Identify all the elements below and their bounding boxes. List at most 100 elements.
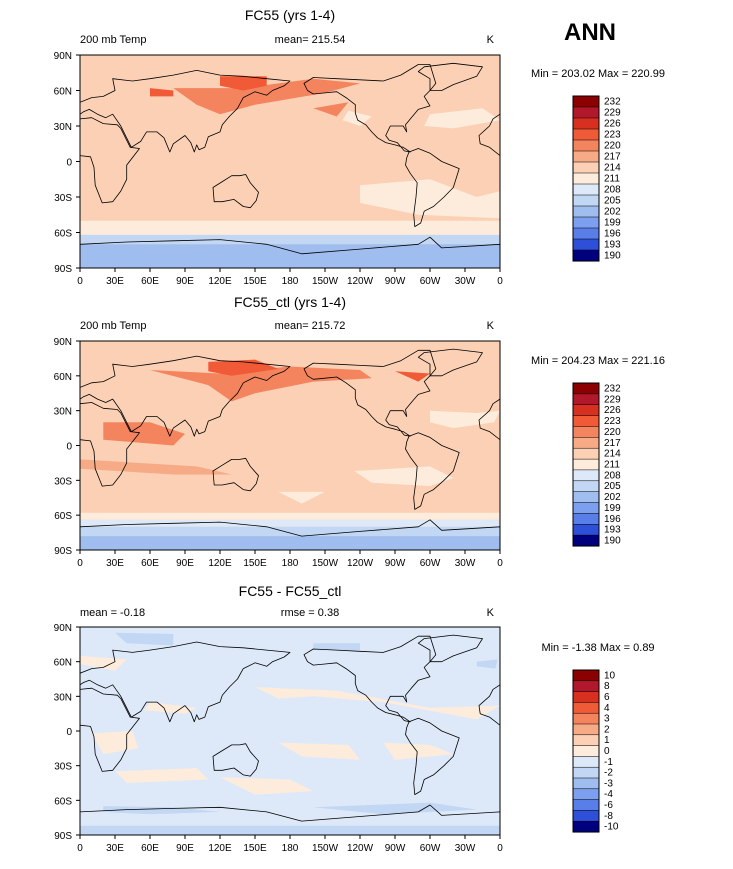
x-tick-label: 0 [77,276,83,287]
coastline-americas [478,113,500,157]
coastline-antarctica [80,804,500,835]
x-tick-label: 30E [106,276,124,287]
x-tick-label: 120E [208,843,232,854]
colorbar-swatch [572,756,600,768]
colorbar-frame [572,669,600,833]
coastline-americas [478,684,500,726]
y-tick-label: 60N [54,87,72,98]
colorbar-frame [572,95,600,262]
contour-region [80,220,500,235]
colorbar-label: 196 [604,229,621,240]
y-tick-label: 0 [66,442,72,453]
colorbar-swatch [572,788,600,801]
coastline-africa [80,687,140,772]
colorbar-swatch [572,249,600,262]
panel-center-label: rmse = 0.38 [281,607,339,619]
colorbar-label: -8 [604,811,613,822]
x-tick-label: 90E [176,276,194,287]
season-label: ANN [564,19,616,46]
contour-region [115,632,174,646]
x-tick-label: 60E [141,276,159,287]
colorbar-label: 0 [604,746,610,757]
coastline-europe-asia [80,70,291,153]
x-tick-label: 120W [347,843,374,854]
colorbar-swatch [572,216,600,229]
colorbar-label: -10 [604,822,619,833]
colorbar-label: 220 [604,427,621,438]
y-tick-label: 90N [54,623,72,634]
colorbar-swatch [572,437,600,449]
contour-region [278,491,325,504]
coastline-australia [212,174,259,209]
x-tick-label: 150E [243,558,267,569]
x-tick-label: 90E [176,558,194,569]
colorbar-swatch [572,172,600,185]
colorbar-label: 202 [604,492,621,503]
coastline-americas [478,398,500,441]
contour-region [80,175,255,200]
colorbar-swatch [572,669,600,682]
contour-region [80,459,232,475]
panel-minmax: Min = 203.02 Max = 220.99 [531,68,665,80]
y-tick-label: 60S [54,511,72,522]
y-tick-label: 60N [54,372,72,383]
colorbar-label: 208 [604,185,621,196]
colorbar-swatch [572,194,600,207]
colorbar-label: 220 [604,141,621,152]
panel-minmax: Min = 204.23 Max = 221.16 [531,355,665,367]
panel-left-label: mean = -0.18 [80,607,145,619]
coastline-south-america [405,148,460,228]
colorbar-label: 196 [604,514,621,525]
contour-region [173,78,360,115]
colorbar-swatch [572,491,600,504]
x-tick-label: 120W [347,276,374,287]
colorbar-label: 223 [604,130,621,141]
colorbar-swatch [572,723,600,736]
colorbar-label: -1 [604,757,613,768]
x-tick-label: 150W [312,558,339,569]
contour-region [80,536,500,550]
colorbar-swatch [572,458,600,471]
y-tick-label: 90S [54,831,72,842]
contour-region [150,366,372,402]
colorbar-swatch [572,734,600,747]
panel-units: K [487,34,495,46]
y-tick-label: 30N [54,692,72,703]
coastline-africa [80,402,140,487]
x-tick-label: 30W [455,558,476,569]
colorbar-label: 232 [604,383,621,394]
y-tick-label: 60S [54,229,72,240]
colorbar-label: 190 [604,251,621,262]
panel-title: FC55 (yrs 1-4) [245,7,335,23]
contour-region [80,234,500,245]
contour-region [103,147,349,174]
contour-region [424,108,500,129]
coastline-north-america [303,64,437,153]
colorbar-label: 1 [604,735,610,746]
colorbar-label: 190 [604,536,621,547]
colorbar-swatch [572,745,600,757]
colorbar-label: 232 [604,97,621,108]
contour-region [80,655,127,671]
x-tick-label: 90E [176,843,194,854]
coastline-greenland [417,348,483,377]
contour-region [313,802,477,815]
x-tick-label: 180 [282,276,299,287]
coastline-antarctica [80,236,500,268]
colorbar-swatch [572,161,600,174]
contour-region [150,88,174,97]
colorbar-swatch [572,810,600,822]
colorbar-label: 205 [604,481,621,492]
y-tick-label: 90N [54,337,72,348]
x-tick-label: 0 [497,843,503,854]
contour-region [80,244,500,268]
x-tick-label: 60W [420,276,441,287]
colorbar-swatch [572,777,600,790]
x-tick-label: 150E [243,843,267,854]
colorbar-label: -3 [604,778,613,789]
colorbar-swatch [572,183,600,196]
x-tick-label: 120W [347,558,374,569]
colorbar-label: 223 [604,416,621,427]
